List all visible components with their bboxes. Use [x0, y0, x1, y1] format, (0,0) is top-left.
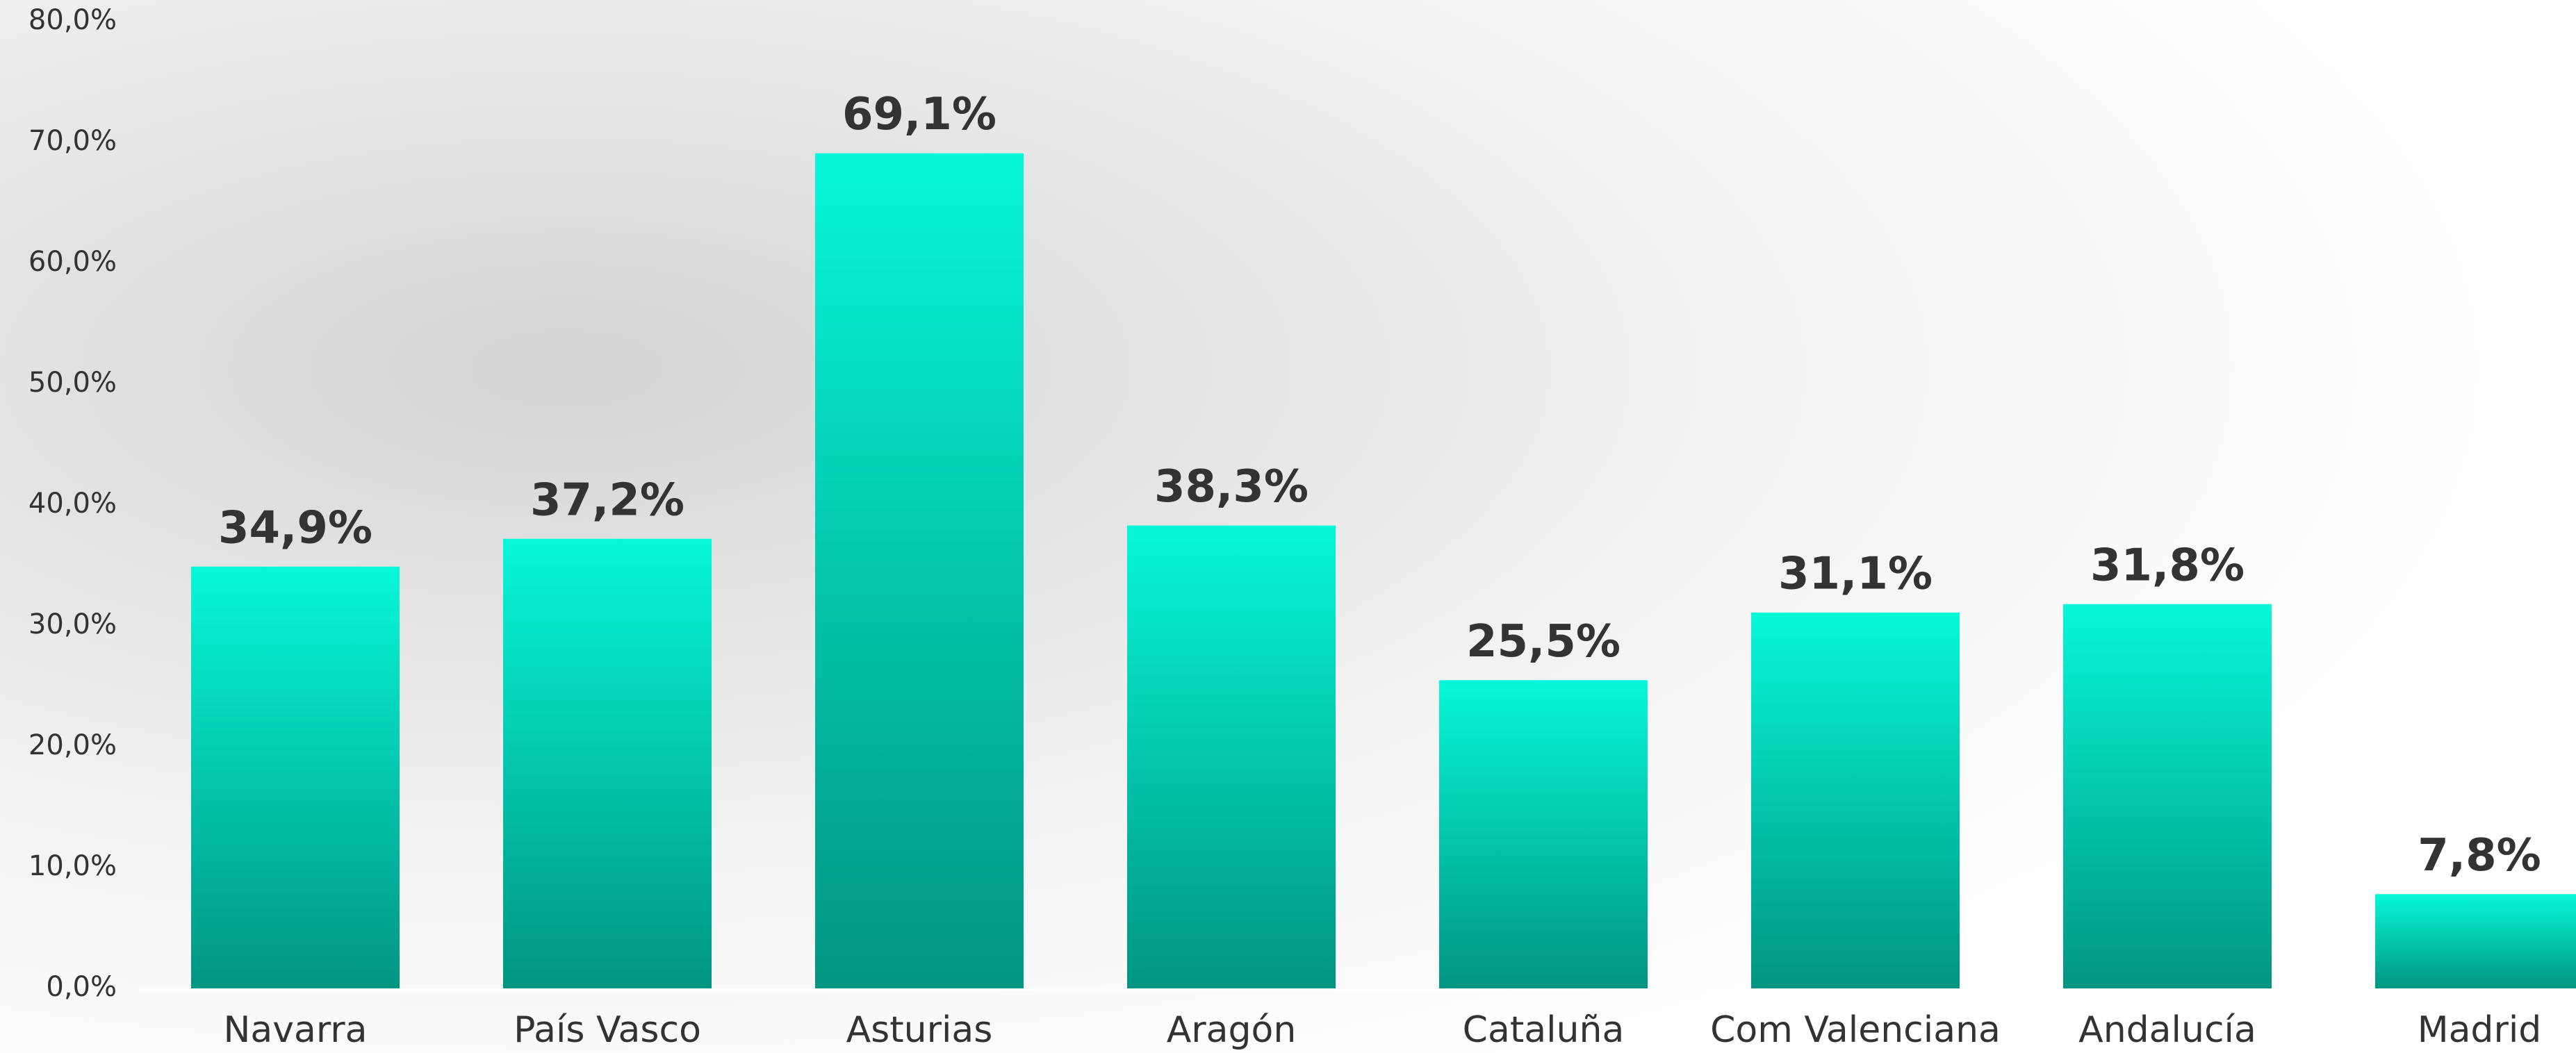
value-label: 69,1%: [842, 89, 996, 140]
bar: [2375, 894, 2576, 988]
bar: [1751, 612, 1960, 988]
x-tick-label: Aragón: [1167, 1009, 1297, 1051]
value-label: 31,8%: [2090, 540, 2245, 591]
y-tick-label: 30,0%: [28, 608, 117, 640]
bar: [1127, 525, 1336, 988]
value-label: 31,1%: [1778, 548, 1933, 599]
bar: [503, 538, 712, 988]
x-tick-label: Andalucía: [2078, 1009, 2256, 1051]
x-tick-label: Asturias: [846, 1009, 993, 1051]
value-label: 37,2%: [530, 474, 684, 526]
y-tick-label: 0,0%: [46, 971, 117, 1003]
y-tick-label: 10,0%: [28, 850, 117, 882]
x-tick-label: Navarra: [223, 1009, 367, 1051]
bar: [191, 566, 400, 988]
x-tick-label: Madrid: [2418, 1009, 2542, 1051]
value-label: 38,3%: [1154, 461, 1308, 513]
y-tick-label: 60,0%: [28, 246, 117, 278]
bar: [2063, 604, 2272, 988]
x-tick-label: Cataluña: [1463, 1009, 1625, 1051]
bar: [1439, 680, 1648, 988]
y-tick-label: 70,0%: [28, 125, 117, 157]
x-tick-label: País Vasco: [514, 1009, 701, 1051]
y-tick-label: 80,0%: [28, 4, 117, 36]
bar: [815, 153, 1024, 988]
value-label: 25,5%: [1466, 616, 1621, 668]
value-label: 34,9%: [218, 502, 372, 554]
y-tick-label: 20,0%: [28, 729, 117, 761]
y-tick-label: 40,0%: [28, 488, 117, 520]
y-tick-label: 50,0%: [28, 367, 117, 399]
x-tick-label: Com Valenciana: [1710, 1009, 2001, 1051]
value-label: 7,8%: [2418, 830, 2541, 881]
